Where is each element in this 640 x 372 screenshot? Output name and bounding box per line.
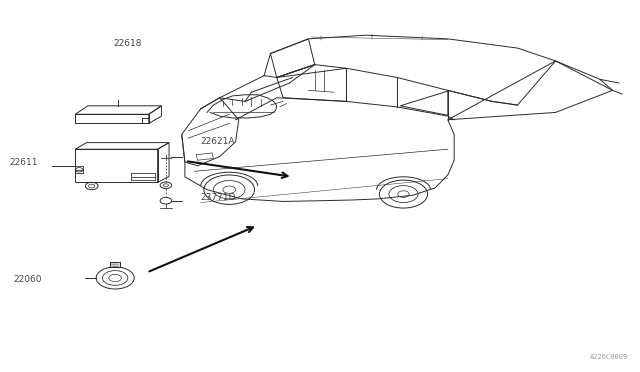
Text: 23771D: 23771D [201,193,236,202]
Text: 22621A: 22621A [201,137,236,146]
Text: 22611: 22611 [10,158,38,167]
Text: 22618: 22618 [114,39,142,48]
Text: 22060: 22060 [14,275,42,284]
Text: A226C0009: A226C0009 [590,354,628,360]
